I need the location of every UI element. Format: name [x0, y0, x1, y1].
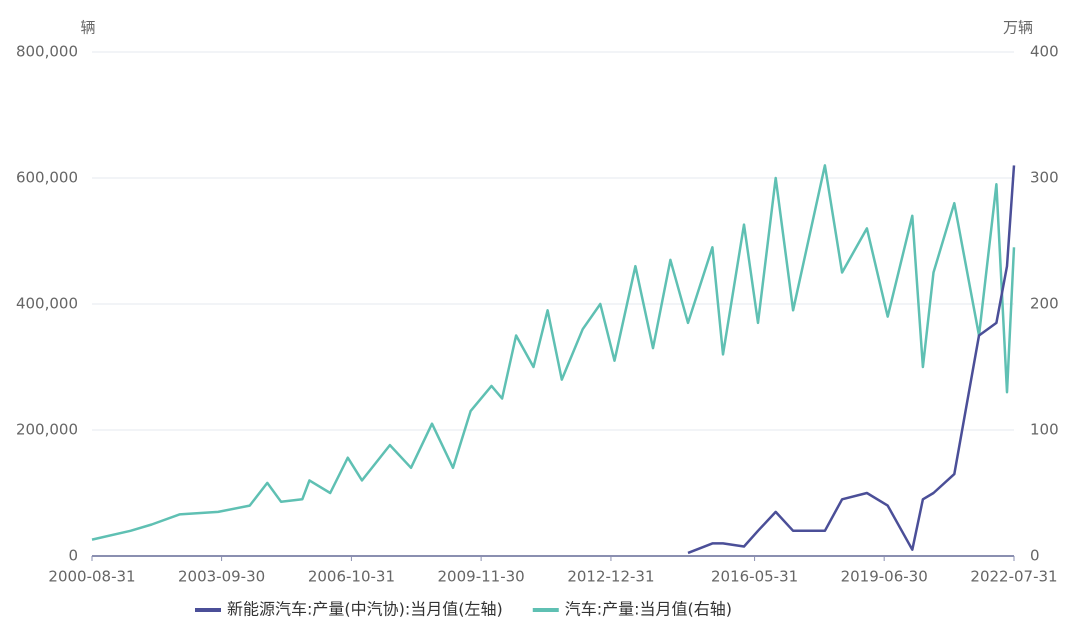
- x-tick-label: 2019-06-30: [841, 568, 928, 586]
- legend: 新能源汽车:产量(中汽协):当月值(左轴) 汽车:产量:当月值(右轴): [195, 600, 732, 619]
- y-unit: 辆: [80, 19, 95, 37]
- y2-tick-label: 0: [1030, 547, 1040, 565]
- x-tick-label: 2009-11-30: [438, 568, 525, 586]
- y2-tick-label: 200: [1030, 295, 1059, 313]
- series-line: [687, 165, 1016, 555]
- y-tick-label: 0: [68, 547, 78, 565]
- x-tick-label: 2006-10-31: [308, 568, 395, 586]
- series-line: [91, 164, 1016, 541]
- y-tick-label: 800,000: [16, 43, 78, 61]
- x-tick-label: 2000-08-31: [48, 568, 135, 586]
- x-tick-label: 2016-05-31: [711, 568, 798, 586]
- y2-tick-label: 400: [1030, 43, 1059, 61]
- y2-tick-label: 100: [1030, 421, 1059, 439]
- x-tick-label: 2022-07-31: [970, 568, 1057, 586]
- y-tick-label: 600,000: [16, 169, 78, 187]
- y-tick-label: 400,000: [16, 295, 78, 313]
- y2-unit: 万辆: [1003, 19, 1033, 37]
- y2-tick-label: 300: [1030, 169, 1059, 187]
- y-tick-label: 200,000: [16, 421, 78, 439]
- x-tick-label: 2012-12-31: [567, 568, 654, 586]
- legend-label: 新能源汽车:产量(中汽协):当月值(左轴): [227, 600, 503, 619]
- legend-label: 汽车:产量:当月值(右轴): [565, 600, 732, 619]
- x-tick-label: 2003-09-30: [178, 568, 265, 586]
